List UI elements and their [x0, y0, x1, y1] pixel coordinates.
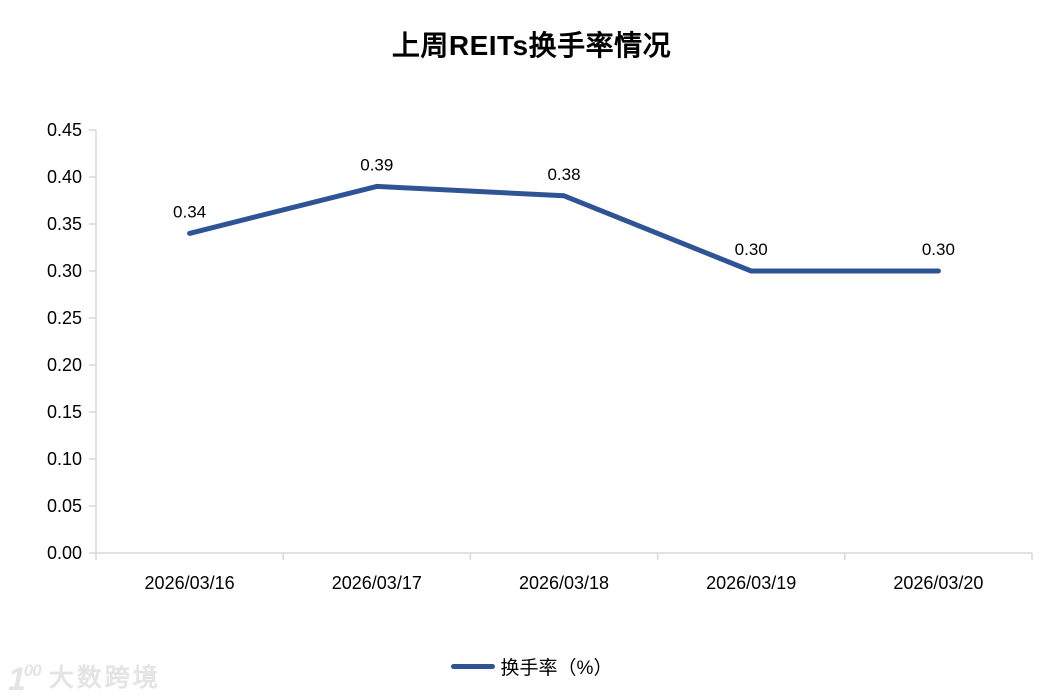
legend-label: 换手率（%）	[500, 657, 613, 679]
chart-title: 上周REITs换手率情况	[391, 30, 672, 61]
y-tick-label: 0.05	[47, 496, 82, 516]
data-point-label: 0.38	[547, 165, 580, 184]
y-tick-label: 0.15	[47, 402, 82, 422]
data-point-label: 0.30	[735, 240, 768, 259]
y-tick-label: 0.30	[47, 261, 82, 281]
y-tick-label: 0.45	[47, 120, 82, 140]
y-tick-label: 0.40	[47, 167, 82, 187]
watermark-logo-icon: 100	[8, 661, 42, 698]
data-point-label: 0.39	[360, 155, 393, 174]
watermark: 100 大数跨境	[8, 658, 161, 698]
y-tick-label: 0.25	[47, 308, 82, 328]
y-tick-label: 0.00	[47, 543, 82, 563]
y-tick-label: 0.20	[47, 355, 82, 375]
x-tick-label: 2026/03/20	[893, 573, 983, 593]
x-tick-label: 2026/03/18	[519, 573, 609, 593]
watermark-text: 大数跨境	[48, 664, 161, 692]
series-line	[187, 183, 941, 274]
x-tick-label: 2026/03/17	[332, 573, 422, 593]
data-point-label: 0.30	[922, 240, 955, 259]
legend-line-marker	[450, 663, 495, 669]
x-tick-label: 2026/03/16	[145, 573, 235, 593]
data-point-label: 0.34	[173, 202, 206, 221]
y-tick-label: 0.10	[47, 449, 82, 469]
x-tick-label: 2026/03/19	[706, 573, 796, 593]
legend: 换手率（%）	[0, 651, 1063, 681]
y-tick-label: 0.35	[47, 214, 82, 234]
